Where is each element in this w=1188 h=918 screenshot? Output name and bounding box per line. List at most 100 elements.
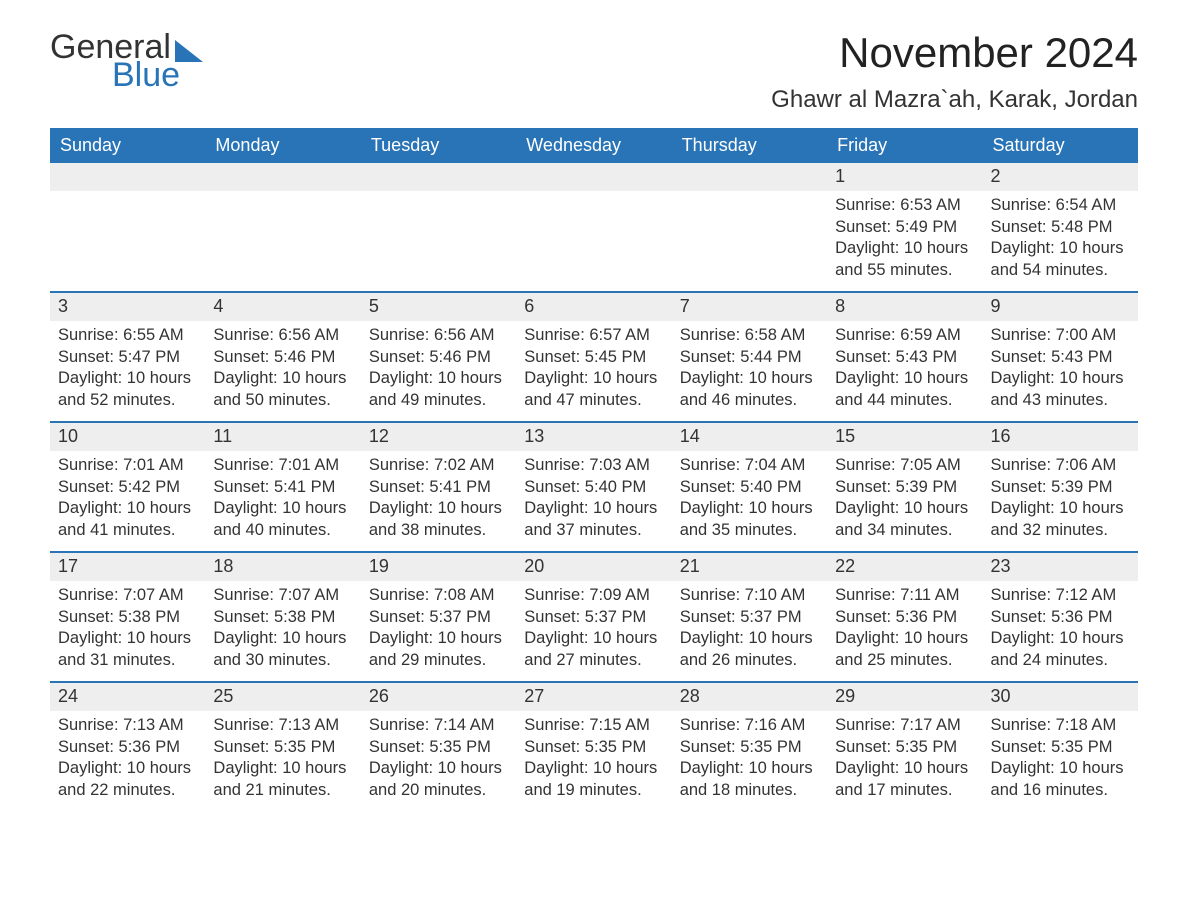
daylight-text-1: Daylight: 10 hours: [991, 238, 1130, 259]
day-body: [516, 191, 671, 201]
day-cell: 9Sunrise: 7:00 AMSunset: 5:43 PMDaylight…: [983, 293, 1138, 421]
day-cell: 19Sunrise: 7:08 AMSunset: 5:37 PMDayligh…: [361, 553, 516, 681]
day-body: Sunrise: 6:56 AMSunset: 5:46 PMDaylight:…: [205, 321, 360, 417]
day-header: Sunday: [50, 128, 205, 163]
day-body: Sunrise: 7:05 AMSunset: 5:39 PMDaylight:…: [827, 451, 982, 547]
daylight-text-2: and 17 minutes.: [835, 780, 974, 801]
day-cell: 23Sunrise: 7:12 AMSunset: 5:36 PMDayligh…: [983, 553, 1138, 681]
daylight-text-1: Daylight: 10 hours: [369, 758, 508, 779]
day-body: Sunrise: 6:55 AMSunset: 5:47 PMDaylight:…: [50, 321, 205, 417]
location-label: Ghawr al Mazra`ah, Karak, Jordan: [771, 86, 1138, 114]
sunset-text: Sunset: 5:35 PM: [369, 737, 508, 758]
sunrise-text: Sunrise: 7:03 AM: [524, 455, 663, 476]
day-number: [50, 163, 205, 191]
daylight-text-1: Daylight: 10 hours: [213, 498, 352, 519]
day-cell: 6Sunrise: 6:57 AMSunset: 5:45 PMDaylight…: [516, 293, 671, 421]
sunset-text: Sunset: 5:37 PM: [369, 607, 508, 628]
day-body: Sunrise: 7:01 AMSunset: 5:41 PMDaylight:…: [205, 451, 360, 547]
day-cell: 25Sunrise: 7:13 AMSunset: 5:35 PMDayligh…: [205, 683, 360, 811]
empty-cell: [205, 163, 360, 291]
day-body: Sunrise: 7:14 AMSunset: 5:35 PMDaylight:…: [361, 711, 516, 807]
day-body: Sunrise: 6:54 AMSunset: 5:48 PMDaylight:…: [983, 191, 1138, 287]
week-row: 17Sunrise: 7:07 AMSunset: 5:38 PMDayligh…: [50, 551, 1138, 681]
day-cell: 5Sunrise: 6:56 AMSunset: 5:46 PMDaylight…: [361, 293, 516, 421]
day-number: 11: [205, 423, 360, 451]
sunset-text: Sunset: 5:40 PM: [524, 477, 663, 498]
sunrise-text: Sunrise: 7:01 AM: [213, 455, 352, 476]
day-body: Sunrise: 6:56 AMSunset: 5:46 PMDaylight:…: [361, 321, 516, 417]
day-number: 15: [827, 423, 982, 451]
day-number: 25: [205, 683, 360, 711]
day-cell: 17Sunrise: 7:07 AMSunset: 5:38 PMDayligh…: [50, 553, 205, 681]
daylight-text-1: Daylight: 10 hours: [835, 368, 974, 389]
day-number: 28: [672, 683, 827, 711]
daylight-text-2: and 38 minutes.: [369, 520, 508, 541]
sunrise-text: Sunrise: 7:07 AM: [58, 585, 197, 606]
sunrise-text: Sunrise: 7:07 AM: [213, 585, 352, 606]
day-body: Sunrise: 7:03 AMSunset: 5:40 PMDaylight:…: [516, 451, 671, 547]
header: General Blue November 2024 Ghawr al Mazr…: [50, 30, 1138, 114]
sunrise-text: Sunrise: 7:08 AM: [369, 585, 508, 606]
daylight-text-2: and 27 minutes.: [524, 650, 663, 671]
day-header: Saturday: [983, 128, 1138, 163]
sunrise-text: Sunrise: 7:18 AM: [991, 715, 1130, 736]
sunrise-text: Sunrise: 7:13 AM: [58, 715, 197, 736]
empty-cell: [516, 163, 671, 291]
day-body: Sunrise: 7:00 AMSunset: 5:43 PMDaylight:…: [983, 321, 1138, 417]
daylight-text-1: Daylight: 10 hours: [524, 368, 663, 389]
day-number: 22: [827, 553, 982, 581]
day-number: 19: [361, 553, 516, 581]
sunrise-text: Sunrise: 6:54 AM: [991, 195, 1130, 216]
day-body: Sunrise: 7:16 AMSunset: 5:35 PMDaylight:…: [672, 711, 827, 807]
day-cell: 2Sunrise: 6:54 AMSunset: 5:48 PMDaylight…: [983, 163, 1138, 291]
daylight-text-1: Daylight: 10 hours: [524, 758, 663, 779]
day-cell: 24Sunrise: 7:13 AMSunset: 5:36 PMDayligh…: [50, 683, 205, 811]
day-cell: 22Sunrise: 7:11 AMSunset: 5:36 PMDayligh…: [827, 553, 982, 681]
sunrise-text: Sunrise: 7:05 AM: [835, 455, 974, 476]
day-number: 4: [205, 293, 360, 321]
day-number: 1: [827, 163, 982, 191]
daylight-text-2: and 24 minutes.: [991, 650, 1130, 671]
day-header-row: Sunday Monday Tuesday Wednesday Thursday…: [50, 128, 1138, 163]
month-title: November 2024: [771, 30, 1138, 76]
daylight-text-1: Daylight: 10 hours: [991, 758, 1130, 779]
sunset-text: Sunset: 5:35 PM: [835, 737, 974, 758]
sunrise-text: Sunrise: 6:56 AM: [369, 325, 508, 346]
day-number: 12: [361, 423, 516, 451]
day-cell: 12Sunrise: 7:02 AMSunset: 5:41 PMDayligh…: [361, 423, 516, 551]
day-header: Friday: [827, 128, 982, 163]
daylight-text-2: and 18 minutes.: [680, 780, 819, 801]
day-number: 18: [205, 553, 360, 581]
sunset-text: Sunset: 5:49 PM: [835, 217, 974, 238]
sunset-text: Sunset: 5:36 PM: [991, 607, 1130, 628]
day-body: Sunrise: 7:10 AMSunset: 5:37 PMDaylight:…: [672, 581, 827, 677]
daylight-text-2: and 25 minutes.: [835, 650, 974, 671]
sunrise-text: Sunrise: 7:14 AM: [369, 715, 508, 736]
sunrise-text: Sunrise: 7:02 AM: [369, 455, 508, 476]
daylight-text-2: and 19 minutes.: [524, 780, 663, 801]
week-row: 3Sunrise: 6:55 AMSunset: 5:47 PMDaylight…: [50, 291, 1138, 421]
sunset-text: Sunset: 5:38 PM: [58, 607, 197, 628]
day-number: 9: [983, 293, 1138, 321]
daylight-text-1: Daylight: 10 hours: [58, 498, 197, 519]
daylight-text-1: Daylight: 10 hours: [524, 498, 663, 519]
empty-cell: [50, 163, 205, 291]
title-block: November 2024 Ghawr al Mazra`ah, Karak, …: [771, 30, 1138, 114]
day-header: Tuesday: [361, 128, 516, 163]
logo: General Blue: [50, 30, 203, 92]
day-body: [205, 191, 360, 201]
day-number: 29: [827, 683, 982, 711]
sunrise-text: Sunrise: 7:15 AM: [524, 715, 663, 736]
daylight-text-1: Daylight: 10 hours: [680, 498, 819, 519]
day-number: 27: [516, 683, 671, 711]
daylight-text-2: and 16 minutes.: [991, 780, 1130, 801]
day-body: Sunrise: 7:09 AMSunset: 5:37 PMDaylight:…: [516, 581, 671, 677]
day-cell: 1Sunrise: 6:53 AMSunset: 5:49 PMDaylight…: [827, 163, 982, 291]
daylight-text-2: and 26 minutes.: [680, 650, 819, 671]
day-header: Wednesday: [516, 128, 671, 163]
sunrise-text: Sunrise: 7:01 AM: [58, 455, 197, 476]
daylight-text-2: and 52 minutes.: [58, 390, 197, 411]
sunrise-text: Sunrise: 7:04 AM: [680, 455, 819, 476]
day-cell: 14Sunrise: 7:04 AMSunset: 5:40 PMDayligh…: [672, 423, 827, 551]
day-cell: 16Sunrise: 7:06 AMSunset: 5:39 PMDayligh…: [983, 423, 1138, 551]
